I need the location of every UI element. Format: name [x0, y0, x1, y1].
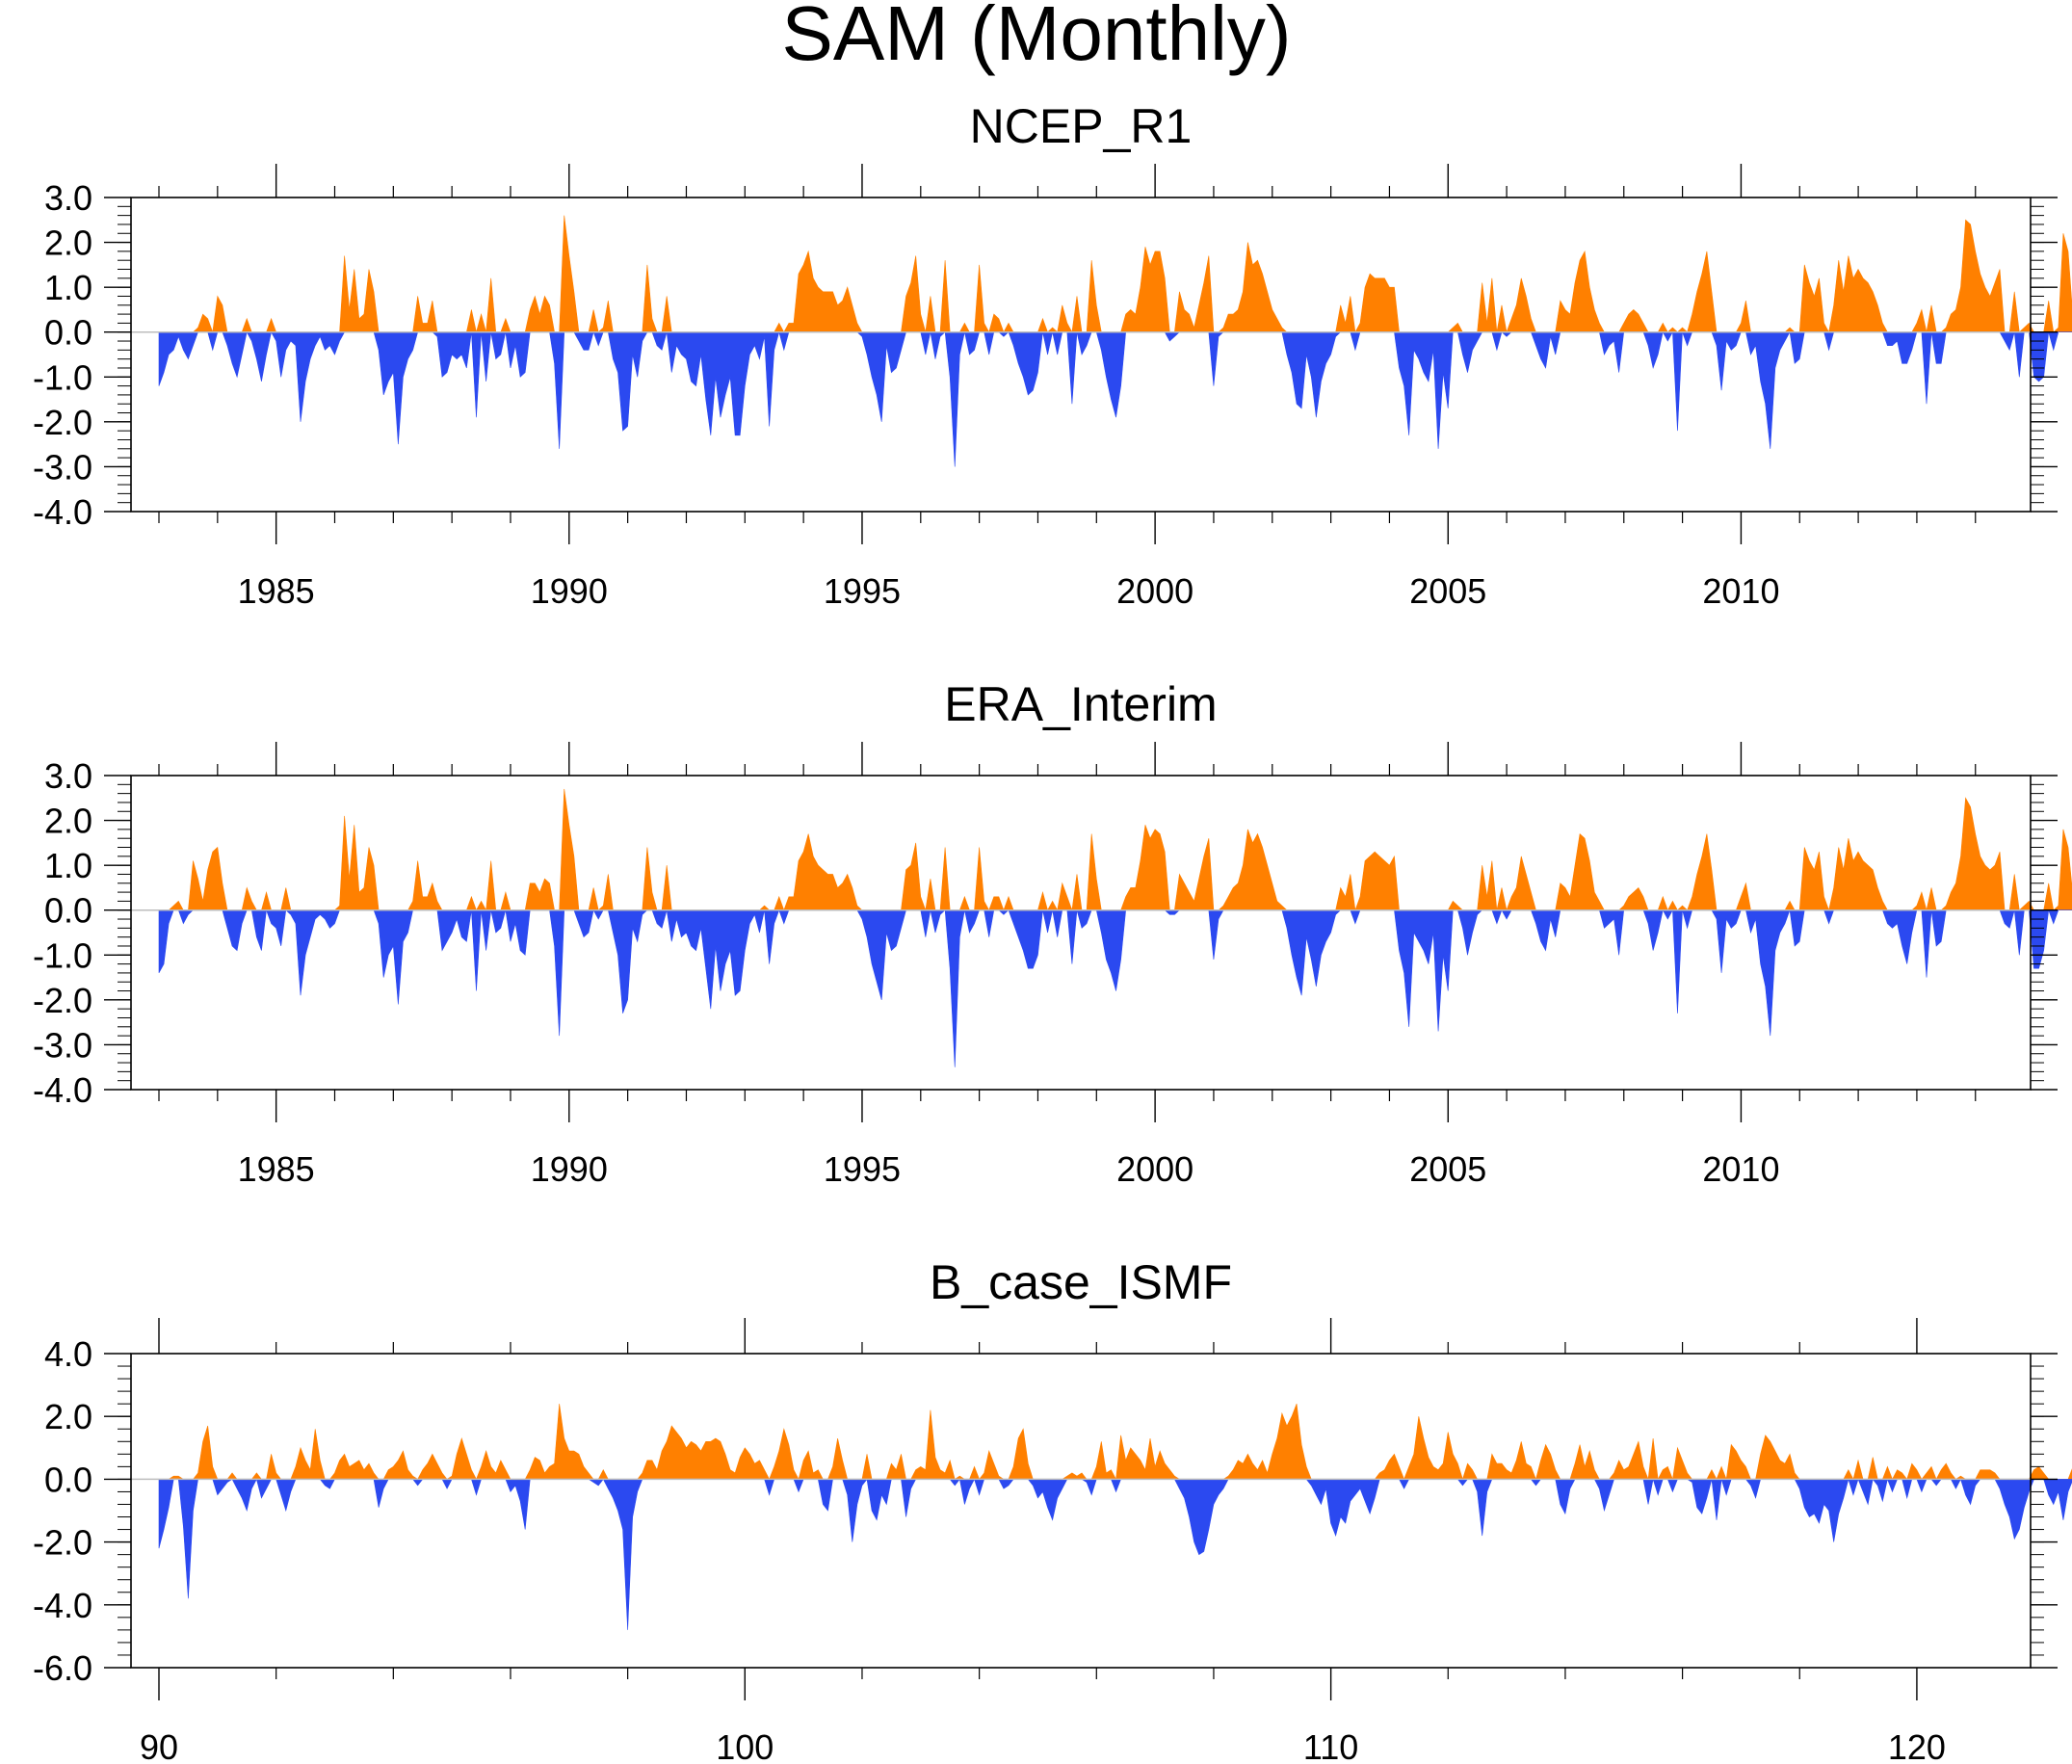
y-tick-label: 1.0	[44, 846, 92, 885]
plot-frame	[130, 775, 2032, 1091]
negative-area	[158, 330, 2072, 467]
x-tick-label: 90	[140, 1727, 178, 1764]
y-axis: 3.0 2.0 1.0 0.0-1.0 -2.0 -3.0 -4.0	[33, 178, 2058, 532]
y-tick-label: 1.0	[44, 268, 92, 307]
y-tick-label: 4.0	[44, 1334, 92, 1374]
x-tick-label: 2010	[1702, 571, 1779, 611]
negative-area	[158, 908, 2072, 1067]
y-tick-label: -2.0	[33, 1523, 92, 1563]
y-tick-label: -6.0	[33, 1648, 92, 1688]
x-tick-label: 120	[1888, 1727, 1946, 1764]
plot-frame	[130, 197, 2032, 513]
y-axis: 4.0 2.0 0.0 -2.0 -4.0 -6.0	[33, 1334, 2058, 1688]
sam-area-series	[158, 215, 2072, 467]
x-tick-label: 2000	[1116, 571, 1193, 611]
y-tick-label: 2.0	[44, 224, 92, 263]
x-axis: 1985 1990 1995 2000 2005 2010	[158, 164, 1977, 611]
x-tick-label: 100	[716, 1727, 774, 1764]
x-tick-label: 1995	[824, 1149, 901, 1189]
y-tick-label: -3.0	[33, 447, 92, 487]
x-axis: 1985 1990 1995 2000 2005 2010	[158, 742, 1977, 1189]
y-tick-label: -4.0	[33, 492, 92, 532]
era-interim-panel: ERA_Interim 3.0 2.0 1.0 0.0-1.0 -2.0 -3.0 -4.0 1…	[33, 677, 2072, 1189]
y-tick-label: -4.0	[33, 1586, 92, 1625]
y-tick-label: -2.0	[33, 403, 92, 442]
x-tick-label: 110	[1303, 1727, 1358, 1764]
y-tick-label: 2.0	[44, 802, 92, 841]
y-tick-label: -1.0	[33, 357, 92, 397]
x-tick-label: 1990	[531, 571, 608, 611]
x-tick-label: 2000	[1116, 1149, 1193, 1189]
b-case-ismf-panel: B_case_ISMF 4.0 2.0 0.0 -2.0 -4.0 -6.0 90 100 110…	[33, 1255, 2072, 1764]
y-tick-label: 0.0	[44, 1460, 92, 1499]
sam-area-series	[158, 788, 2072, 1067]
plot-frame	[130, 1353, 2032, 1669]
negative-area	[158, 1478, 2072, 1630]
y-tick-label: 2.0	[44, 1397, 92, 1436]
panel-title: ERA_Interim	[944, 677, 1217, 731]
panel-title: B_case_ISMF	[930, 1255, 1232, 1309]
figure-title: SAM (Monthly)	[782, 0, 1292, 76]
positive-area	[159, 1404, 2072, 1481]
y-tick-label: 0.0	[44, 891, 92, 931]
x-tick-label: 2010	[1702, 1149, 1779, 1189]
y-tick-label: 3.0	[44, 756, 92, 796]
x-tick-label: 1985	[238, 1149, 315, 1189]
y-tick-label: -2.0	[33, 981, 92, 1020]
y-axis: 3.0 2.0 1.0 0.0-1.0 -2.0 -3.0 -4.0	[33, 756, 2058, 1110]
x-axis: 90 100 110 120	[140, 1318, 1946, 1764]
positive-area	[159, 788, 2072, 911]
x-tick-label: 1995	[824, 571, 901, 611]
x-tick-label: 1990	[531, 1149, 608, 1189]
y-tick-label: -4.0	[33, 1070, 92, 1110]
y-tick-label: 0.0	[44, 313, 92, 353]
panel-title: NCEP_R1	[970, 99, 1193, 153]
y-tick-label: -1.0	[33, 935, 92, 975]
y-tick-label: -3.0	[33, 1025, 92, 1065]
x-tick-label: 2005	[1409, 1149, 1486, 1189]
sam-area-series	[158, 1404, 2072, 1630]
x-tick-label: 1985	[238, 571, 315, 611]
y-tick-label: 3.0	[44, 178, 92, 218]
positive-area	[159, 215, 2072, 333]
x-tick-label: 2005	[1409, 571, 1486, 611]
